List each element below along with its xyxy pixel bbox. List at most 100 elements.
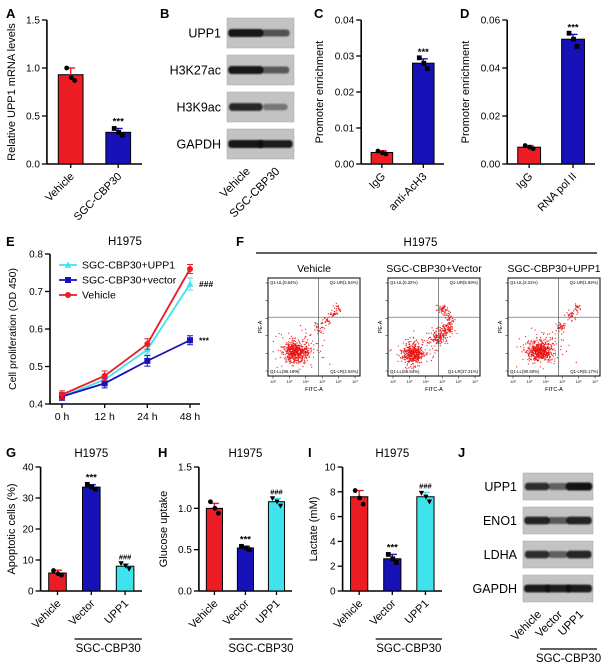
quadrant-label-ur: Q1-UR(5.93%): [450, 280, 479, 285]
data-point: [118, 561, 124, 567]
blot-protein-label: H3K27ac: [170, 64, 221, 78]
quadrant-label-ur: Q1-UR(1.92%): [570, 280, 599, 285]
x-category-label: UPP1: [102, 598, 131, 627]
significance-label: ###: [119, 553, 132, 562]
y-tick-label: 8: [330, 487, 336, 498]
panel-label-f: F: [236, 234, 244, 249]
y-axis-title: Promoter enrichment: [460, 41, 472, 144]
x-axis-title: FITC-A: [305, 387, 323, 393]
blot-band: [228, 66, 264, 74]
x-tick-label: 10³: [287, 379, 293, 384]
y-tick-label: 0.7: [29, 287, 43, 298]
panel-a: A 0.0 0.5 1.0 1.5 Relative UPP1 mRNA levels V…: [4, 4, 154, 228]
y-tick-label: 0.0: [26, 160, 40, 171]
y-tick-label: 6: [330, 512, 336, 523]
y-tick-label: 10: [22, 556, 34, 567]
data-point: [423, 494, 429, 500]
panel-b: B UPP1 H3K27ac H3K9ac GAPDH Vehicle SGC-CBP30: [158, 4, 308, 228]
y-tick-label: 0.5: [29, 362, 43, 373]
x-category-label: IgG: [514, 171, 535, 192]
data-point: [566, 30, 572, 36]
bar-chart-C: 0.00 0.01 0.02 0.03 0.04 Promoter enrichment I…: [314, 16, 444, 213]
data-point: [92, 486, 98, 492]
group-label: SGC-CBP30: [76, 643, 141, 655]
data-point: [352, 488, 358, 493]
blot-protein-label: GAPDH: [177, 138, 221, 152]
y-tick-label: 0.8: [29, 250, 43, 261]
cell-proliferation-line-chart: H1975 0.4 0.5 0.6 0.7 0.8 Cell proliferation (…: [4, 232, 230, 436]
y-tick-label: 1.0: [26, 64, 40, 75]
data-point: [111, 126, 117, 131]
x-tick-label: 0 h: [55, 411, 70, 423]
data-point: [59, 391, 65, 398]
blot-band: [548, 551, 568, 558]
data-point: [101, 380, 108, 387]
y-axis-title: PE-A: [378, 320, 384, 333]
x-axis-title: FITC-A: [545, 387, 563, 393]
flow-cytometry-apoptosis-plots: H1975 Vehicle Q1-UL(0.64%) Q1-UR(1.54%) Q1-L…: [234, 232, 607, 436]
data-point: [101, 372, 108, 379]
y-tick-label: 0.03: [335, 52, 355, 63]
blot-band: [228, 103, 263, 111]
flow-plot-frame: [267, 277, 361, 377]
blot-protein-label: UPP1: [188, 27, 221, 41]
blot-protein-label: ENO1: [483, 514, 517, 528]
bar-Vehicle: [205, 507, 223, 592]
bar-UPP1: [416, 496, 435, 592]
blot-protein-label: LDHA: [484, 548, 518, 562]
flow-cytometry-F: H1975 Vehicle Q1-UL(0.64%) Q1-UR(1.54%) Q1-L…: [256, 237, 601, 393]
x-tick-label: 10⁷: [352, 379, 358, 384]
data-point: [212, 505, 218, 511]
bar-Vector: [82, 486, 101, 592]
data-point: [360, 501, 366, 507]
y-tick-label: 20: [22, 525, 34, 536]
significance-label: ***: [240, 534, 251, 545]
x-tick-label: 10²: [510, 379, 516, 384]
data-point: [65, 277, 71, 283]
quadrant-label-ll: Q1-LL(95.18%): [270, 369, 300, 374]
panel-c: C 0.00 0.01 0.02 0.03 0.04 Promoter enrichmen…: [312, 4, 456, 228]
significance-label: ###: [419, 481, 432, 490]
x-tick-label: 10⁶: [336, 379, 342, 384]
quadrant-label-ll: Q1-LL(90.60%): [510, 369, 540, 374]
y-axis-title: Promoter enrichment: [314, 41, 326, 144]
panel-label-e: E: [6, 234, 15, 249]
x-category-label: Vehicle: [43, 171, 77, 205]
panel-label-a: A: [6, 6, 16, 21]
y-tick-label: 0.00: [481, 160, 501, 171]
data-point: [243, 545, 249, 551]
bar-chart-G: H1975 0 10 20 30 40 Apoptotic cells (%) Vehicle…: [6, 448, 142, 655]
panel-d: D 0.00 0.02 0.04 0.06 Promoter enrichment IgG…: [458, 4, 607, 228]
x-tick-label: 10⁴: [543, 379, 549, 384]
blot-band: [257, 140, 293, 148]
data-point: [357, 495, 363, 501]
y-tick-label: 0.5: [178, 545, 192, 556]
bar-Vector: [236, 547, 255, 592]
panel-label-j: J: [458, 445, 466, 460]
bar-RNA pol II: [561, 38, 585, 165]
x-tick-label: 10⁷: [592, 379, 598, 384]
significance-label: ***: [568, 22, 579, 33]
x-category-label: Vector: [67, 597, 98, 628]
y-tick-label: 4: [330, 537, 336, 548]
y-tick-label: 10: [324, 463, 336, 474]
panel-j: J UPP1 ENO1 LDHA GAPDH Vehicle Vector UPP1 SGC-…: [456, 443, 607, 667]
data-point: [375, 148, 381, 154]
legend-label: SGC-CBP30+UPP1: [82, 260, 175, 272]
x-tick-label: 10⁶: [456, 379, 462, 384]
quadrant-label-lr: Q1-LR(5.17%): [570, 369, 598, 374]
x-category-label: Vector: [368, 597, 399, 628]
x-category-label: UPP1: [403, 598, 432, 627]
blot-band: [524, 550, 550, 559]
data-point: [274, 499, 280, 505]
data-point: [530, 146, 536, 152]
y-tick-label: 1.5: [178, 463, 192, 474]
flow-plot-title: Vehicle: [297, 263, 331, 275]
data-point: [126, 566, 132, 572]
y-tick-label: 1.0: [178, 504, 192, 515]
panel-g: G H1975 0 10 20 30 40 Apoptotic cells (%) Vehic…: [4, 443, 154, 667]
data-point: [59, 572, 64, 578]
data-point: [269, 496, 276, 502]
data-point: [122, 563, 129, 569]
